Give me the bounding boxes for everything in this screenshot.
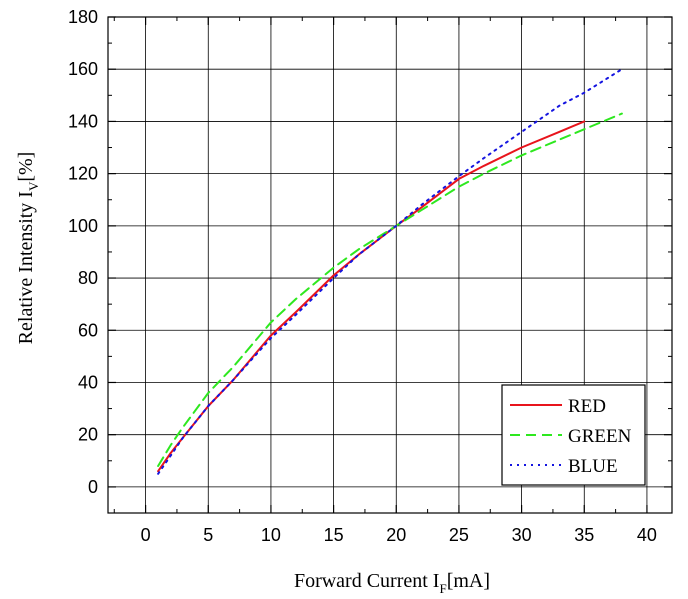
legend-label-green: GREEN (568, 426, 632, 447)
legend-label-blue: BLUE (568, 456, 618, 477)
x-tick-label: 25 (449, 525, 469, 545)
plot-frame (107, 16, 673, 514)
y-tick-labels: 0 20 40 60 80 100 120 140 160 180 (68, 7, 98, 497)
y-tick-label: 0 (88, 477, 98, 497)
x-tick-label: 15 (324, 525, 344, 545)
series-lines (157, 68, 623, 475)
minor-ticks (108, 17, 672, 513)
x-axis-title: Forward Current IF[mA] (294, 570, 490, 596)
y-tick-label: 40 (78, 372, 98, 392)
y-axis-title-sub: V (26, 181, 41, 191)
y-tick-label: 140 (68, 111, 98, 131)
x-tick-label: 40 (637, 525, 657, 545)
x-tick-label: 30 (512, 525, 532, 545)
y-tick-label: 20 (78, 425, 98, 445)
legend-label-red: RED (568, 396, 606, 417)
series-line-blue (157, 68, 623, 475)
x-tick-label: 35 (574, 525, 594, 545)
y-tick-label: 60 (78, 320, 98, 340)
y-axis-title: Relative Intensity IV[%] (15, 152, 41, 345)
x-tick-label: 5 (203, 525, 213, 545)
y-tick-label: 120 (68, 164, 98, 184)
x-axis-title-sub: F (439, 581, 446, 596)
y-tick-label: 160 (68, 59, 98, 79)
y-tick-label: 100 (68, 216, 98, 236)
x-tick-label: 0 (141, 525, 151, 545)
x-axis-title-main: Forward Current I (294, 570, 440, 592)
y-tick-label: 80 (78, 268, 98, 288)
y-axis-title-main: Relative Intensity I (15, 191, 37, 344)
y-tick-label: 180 (68, 7, 98, 27)
series-line-green (157, 112, 623, 467)
x-axis-title-unit: [mA] (447, 570, 490, 592)
legend-box (501, 384, 646, 486)
x-tick-labels: 0 5 10 15 20 25 30 35 40 (141, 525, 657, 545)
x-tick-label: 10 (261, 525, 281, 545)
x-tick-label: 20 (386, 525, 406, 545)
y-axis-title-unit: [%] (15, 152, 37, 182)
legend: RED GREEN BLUE (501, 384, 646, 486)
